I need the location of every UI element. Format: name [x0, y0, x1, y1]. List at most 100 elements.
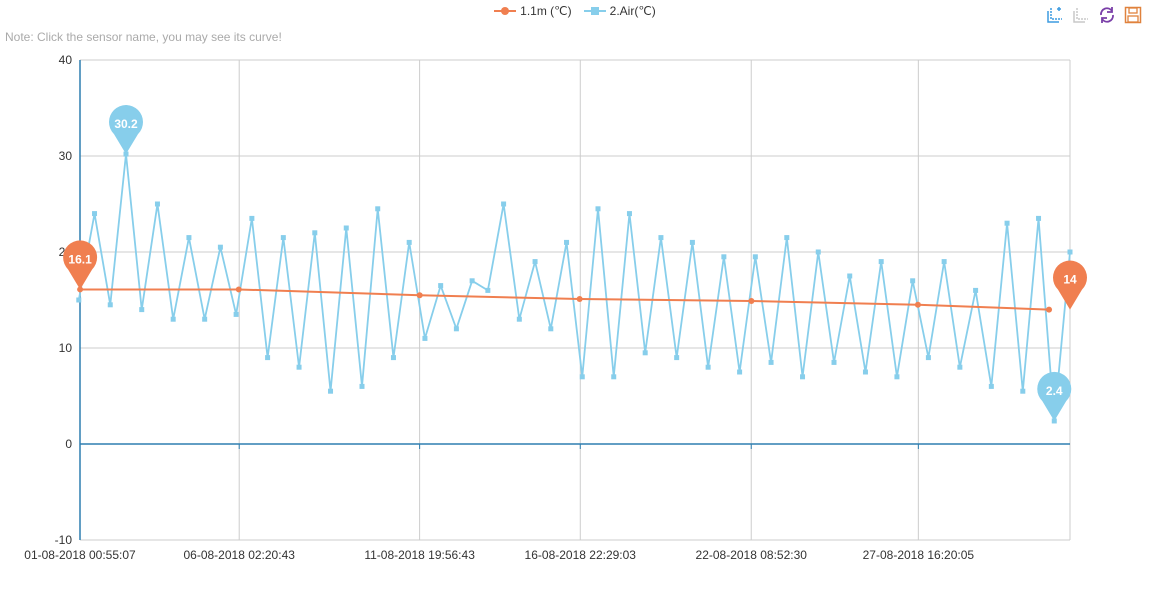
data-point[interactable]: [202, 316, 208, 322]
data-point[interactable]: [532, 259, 538, 265]
data-point[interactable]: [800, 374, 806, 380]
data-point[interactable]: [925, 355, 931, 361]
data-point[interactable]: [186, 235, 192, 241]
data-point[interactable]: [941, 259, 947, 265]
data-point[interactable]: [296, 364, 302, 370]
data-point[interactable]: [910, 278, 916, 284]
data-point[interactable]: [674, 355, 680, 361]
data-point[interactable]: [516, 316, 522, 322]
restore-icon[interactable]: [1096, 4, 1118, 26]
data-point[interactable]: [988, 383, 994, 389]
data-point[interactable]: [107, 302, 113, 308]
data-point[interactable]: [721, 254, 727, 260]
y-tick-label: 10: [59, 341, 73, 355]
data-point[interactable]: [1067, 249, 1073, 255]
data-point[interactable]: [1046, 306, 1053, 313]
data-point[interactable]: [235, 286, 242, 293]
data-point[interactable]: [170, 316, 176, 322]
data-point[interactable]: [1036, 215, 1042, 221]
data-point[interactable]: [831, 359, 837, 365]
data-point[interactable]: [894, 374, 900, 380]
data-point[interactable]: [815, 249, 821, 255]
mark-pin: [1037, 371, 1072, 421]
data-point[interactable]: [914, 301, 921, 308]
data-point[interactable]: [642, 350, 648, 356]
data-point[interactable]: [343, 225, 349, 231]
mark-pin-label: 16.1: [68, 252, 92, 266]
data-point[interactable]: [249, 215, 255, 221]
mark-pin-label: 14: [1063, 273, 1077, 287]
data-point[interactable]: [957, 364, 963, 370]
data-point[interactable]: [595, 206, 601, 212]
data-point[interactable]: [564, 239, 570, 245]
data-point[interactable]: [328, 388, 334, 394]
data-point[interactable]: [453, 326, 459, 332]
circle-marker-icon: [494, 5, 517, 17]
data-point[interactable]: [265, 355, 271, 361]
data-point[interactable]: [233, 311, 239, 317]
data-point[interactable]: [579, 374, 585, 380]
data-point[interactable]: [438, 283, 444, 289]
data-point[interactable]: [1004, 220, 1010, 226]
data-point[interactable]: [76, 297, 82, 303]
series-line-air[interactable]: [77, 153, 1071, 422]
hint-note: Note: Click the sensor name, you may see…: [5, 30, 282, 44]
data-point[interactable]: [737, 369, 743, 375]
data-point[interactable]: [784, 235, 790, 241]
data-point[interactable]: [406, 239, 412, 245]
data-point[interactable]: [705, 364, 711, 370]
data-point[interactable]: [154, 201, 160, 207]
data-point[interactable]: [416, 292, 423, 299]
x-tick-label: 11-08-2018 19:56:43: [364, 548, 475, 562]
data-point[interactable]: [611, 374, 617, 380]
x-tick-label: 27-08-2018 16:20:05: [863, 548, 975, 562]
data-point[interactable]: [658, 235, 664, 241]
data-point[interactable]: [878, 259, 884, 265]
data-point[interactable]: [312, 230, 318, 236]
mark-pin: [108, 105, 143, 155]
data-point[interactable]: [280, 235, 286, 241]
data-point[interactable]: [485, 287, 491, 293]
data-point[interactable]: [548, 326, 554, 332]
mark-pin-label: 2.4: [1046, 384, 1063, 398]
data-point[interactable]: [390, 355, 396, 361]
x-tick-label: 06-08-2018 02:20:43: [183, 548, 295, 562]
x-tick-label: 01-08-2018 00:55:07: [24, 548, 136, 562]
data-point[interactable]: [1020, 388, 1026, 394]
y-tick-label: -10: [55, 533, 73, 547]
y-tick-label: 30: [59, 149, 73, 163]
data-point[interactable]: [768, 359, 774, 365]
zoom-reset-icon[interactable]: [1070, 4, 1092, 26]
data-point[interactable]: [501, 201, 507, 207]
save-image-icon[interactable]: [1122, 4, 1144, 26]
data-point[interactable]: [748, 297, 755, 304]
legend-item-depth-1m[interactable]: 1.1m (℃): [494, 4, 572, 18]
legend-item-air[interactable]: 2.Air(℃): [583, 4, 656, 18]
zoom-icon[interactable]: [1044, 4, 1066, 26]
data-point[interactable]: [973, 287, 979, 293]
chart-toolbox: [1044, 4, 1144, 26]
chart-legend: 1.1m (℃) 2.Air(℃): [0, 4, 1150, 20]
data-point[interactable]: [469, 278, 475, 284]
data-point[interactable]: [862, 369, 868, 375]
data-point[interactable]: [92, 211, 98, 217]
mark-pin-label: 30.2: [114, 117, 138, 131]
data-point[interactable]: [422, 335, 428, 341]
data-point[interactable]: [847, 273, 853, 279]
data-point[interactable]: [359, 383, 365, 389]
data-point[interactable]: [689, 239, 695, 245]
data-point[interactable]: [217, 244, 223, 250]
data-point[interactable]: [626, 211, 632, 217]
mark-pin: [1053, 260, 1087, 310]
x-tick-label: 22-08-2018 08:52:30: [696, 548, 808, 562]
square-marker-icon: [583, 5, 606, 17]
series-line-depth-1m[interactable]: [80, 288, 1050, 311]
mark-pin: [63, 240, 98, 290]
y-tick-label: 0: [65, 437, 72, 451]
data-point[interactable]: [752, 254, 758, 260]
legend-label: 2.Air(℃): [609, 4, 656, 18]
data-point[interactable]: [576, 296, 583, 303]
data-point[interactable]: [139, 307, 145, 313]
data-point[interactable]: [375, 206, 381, 212]
